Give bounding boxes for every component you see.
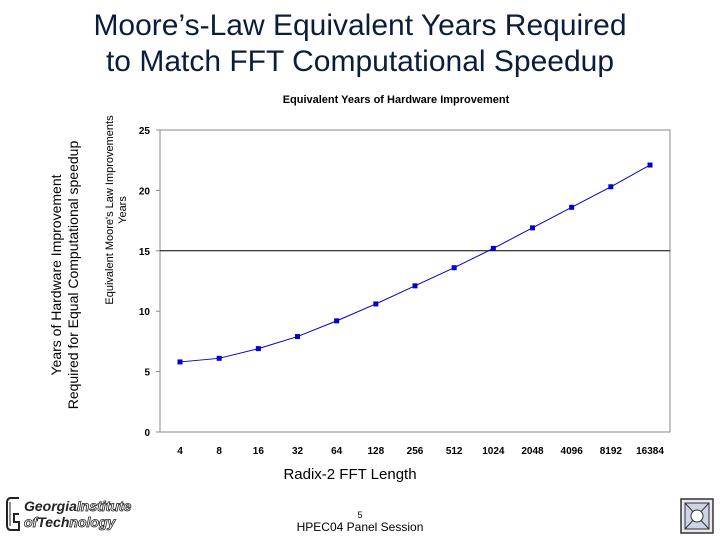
data-point [451, 265, 457, 271]
x-tick-label: 512 [446, 446, 463, 457]
x-tick-label: 4 [177, 446, 183, 457]
data-point [569, 204, 575, 210]
x-tick-label: 128 [367, 446, 384, 457]
data-point [412, 283, 418, 289]
data-point [295, 334, 300, 340]
data-point [490, 245, 496, 251]
x-tick-label: 2048 [521, 446, 544, 457]
data-point [334, 318, 340, 324]
x-tick-label: 8 [216, 446, 222, 457]
x-tick-label: 256 [407, 446, 424, 457]
x-axis: 4 8 16 32 64 128 256 512 1024 2048 4096 8192 16384 [177, 446, 664, 457]
x-axis-label: Radix-2 FFT Length [283, 466, 417, 483]
data-point [608, 184, 614, 190]
y-axis: 0 5 10 15 20 25 [139, 126, 160, 439]
data-point [255, 346, 261, 352]
emblem-icon [680, 498, 714, 534]
page-number: 5 [357, 510, 363, 520]
y-tick-label: 10 [139, 307, 151, 318]
x-tick-label: 1024 [482, 446, 505, 457]
y-tick-label: 15 [139, 247, 151, 258]
data-point [216, 355, 222, 361]
data-point [177, 359, 183, 365]
logo-mark-icon [6, 497, 20, 531]
chart-title: Equivalent Years of Hardware Improvement [283, 94, 510, 106]
x-tick-label: 32 [292, 446, 304, 457]
data-point [647, 162, 653, 168]
series-group [177, 162, 653, 365]
logo-word-of: of [24, 514, 38, 531]
logo-line2: ofTechnology [24, 514, 116, 531]
y-tick-label: 25 [139, 126, 151, 137]
footer-text: HPEC04 Panel Session [296, 520, 424, 534]
georgia-tech-logo: GeorgiaInstitute ofTechnology [6, 494, 146, 534]
logo-word-georgia: Georgia [24, 498, 77, 514]
x-tick-label: 16 [253, 446, 265, 457]
data-point [373, 301, 379, 307]
slide-title-line2: to Match FFT Computational Speedup [105, 45, 615, 78]
logo-word-institute: Institute [76, 498, 132, 515]
logo-line1: GeorgiaInstitute [24, 498, 132, 515]
logo-word-nology: nology [69, 514, 116, 531]
y-tick-label: 0 [144, 428, 150, 439]
x-tick-label: 16384 [636, 446, 664, 457]
data-point [530, 225, 535, 231]
x-tick-label: 64 [331, 446, 343, 457]
y-tick-label: 20 [139, 186, 151, 197]
slide-footer: 5 HPEC04 Panel Session [260, 510, 460, 534]
slide-title: Moore’s-Law Equivalent Years Required to… [20, 8, 700, 80]
slide-title-line1: Moore’s-Law Equivalent Years Required [93, 9, 627, 42]
logo-word-tech: Tech [37, 514, 70, 530]
plot-area [159, 129, 671, 433]
x-tick-label: 4096 [561, 446, 584, 457]
y-tick-label: 5 [144, 368, 150, 379]
x-tick-label: 8192 [600, 446, 623, 457]
